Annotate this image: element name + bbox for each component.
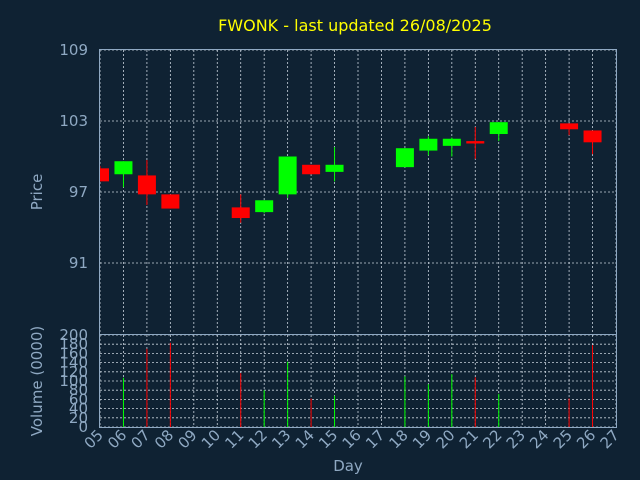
candle-body xyxy=(114,161,133,175)
price-y-tick-label: 103 xyxy=(59,112,88,130)
x-tick-label: 11 xyxy=(221,426,247,452)
candle xyxy=(325,147,344,182)
candle xyxy=(255,200,274,214)
candle xyxy=(231,194,250,223)
candle-body xyxy=(137,175,156,195)
x-tick-label: 12 xyxy=(245,426,271,452)
volume-bars xyxy=(122,342,594,427)
x-tick-label: 19 xyxy=(409,426,435,452)
price-candles xyxy=(99,122,602,223)
volume-y-tick-label: 60 xyxy=(69,390,88,408)
volume-y-tick-label: 80 xyxy=(69,381,88,399)
candle-body xyxy=(278,156,297,195)
candle xyxy=(114,161,133,188)
price-y-tick-label: 91 xyxy=(69,254,88,272)
x-ticks: 0506070809101112131415161718192021222324… xyxy=(81,426,623,452)
candle-body xyxy=(161,194,180,209)
price-y-tick-label: 109 xyxy=(59,41,88,59)
candle-body xyxy=(583,130,602,143)
x-axis-label: Day xyxy=(333,457,363,475)
candle xyxy=(395,148,414,168)
candle xyxy=(278,156,297,198)
x-tick-label: 27 xyxy=(597,426,623,452)
candle xyxy=(489,122,508,142)
candle xyxy=(137,160,156,206)
candle-body xyxy=(466,141,485,144)
x-tick-label: 23 xyxy=(503,426,529,452)
price-grid xyxy=(99,49,617,334)
x-tick-label: 07 xyxy=(128,426,154,452)
candle xyxy=(161,194,180,209)
price-y-label: Price xyxy=(28,174,46,211)
x-tick-label: 09 xyxy=(174,426,200,452)
volume-y-tick-label: 160 xyxy=(59,344,88,362)
x-tick-label: 13 xyxy=(268,426,294,452)
price-panel: 91 97 103 109 Price xyxy=(28,41,617,335)
candle-body xyxy=(442,138,461,146)
x-tick-label: 08 xyxy=(151,426,177,452)
x-tick-label: 06 xyxy=(104,426,130,452)
volume-y-tick-label: 20 xyxy=(69,409,88,427)
candle-body xyxy=(489,122,508,135)
candle xyxy=(99,165,109,182)
candle-body xyxy=(231,207,250,219)
price-y-tick-label: 97 xyxy=(69,183,88,201)
candle-body xyxy=(419,138,438,151)
x-tick-label: 22 xyxy=(479,426,505,452)
candle-body xyxy=(325,164,344,172)
x-tick-label: 17 xyxy=(362,426,388,452)
volume-y-tick-label: 40 xyxy=(69,400,88,418)
x-tick-label: 21 xyxy=(456,426,482,452)
candle-body xyxy=(560,123,579,130)
x-tick-label: 18 xyxy=(386,426,412,452)
x-tick-label: 20 xyxy=(432,426,458,452)
candle xyxy=(419,136,438,156)
volume-y-tick-label: 200 xyxy=(59,326,88,344)
candle xyxy=(560,123,579,136)
candle xyxy=(583,130,602,155)
price-y-ticks: 91 97 103 109 xyxy=(59,41,88,272)
volume-y-tick-label: 120 xyxy=(59,363,88,381)
volume-y-label: Volume (0000) xyxy=(28,326,46,436)
x-tick-label: 14 xyxy=(292,426,318,452)
volume-y-tick-label: 0 xyxy=(78,418,88,436)
candle-body xyxy=(302,164,321,175)
candle xyxy=(442,137,461,157)
x-tick-label: 16 xyxy=(339,426,365,452)
x-tick-label: 10 xyxy=(198,426,224,452)
x-tick-label: 26 xyxy=(573,426,599,452)
candle-body xyxy=(395,148,414,168)
candle xyxy=(466,126,485,159)
volume-y-tick-label: 100 xyxy=(59,372,88,390)
chart-title: FWONK - last updated 26/08/2025 xyxy=(218,16,492,35)
x-tick-label: 25 xyxy=(550,426,576,452)
x-tick-label: 24 xyxy=(526,426,552,452)
candle xyxy=(302,164,321,175)
x-tick-label: 15 xyxy=(315,426,341,452)
volume-y-tick-label: 180 xyxy=(59,335,88,353)
volume-grid xyxy=(99,334,617,428)
candle-body xyxy=(255,200,274,213)
volume-y-tick-label: 140 xyxy=(59,354,88,372)
candle-body xyxy=(100,168,109,182)
volume-frame xyxy=(99,334,617,428)
